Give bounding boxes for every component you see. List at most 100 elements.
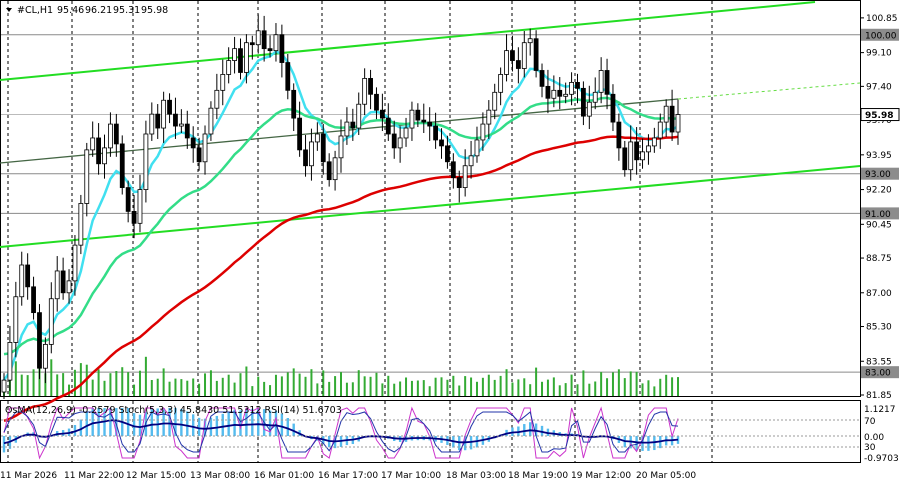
- candle-body-10: [60, 270, 66, 294]
- price-tick-label-4: 93.95: [866, 151, 892, 161]
- candle-body-37: [220, 74, 226, 91]
- candle-body-112: [663, 105, 669, 123]
- candle-body-95: [563, 93, 569, 97]
- osma-bar-23: [138, 414, 142, 436]
- candle-body-93: [551, 89, 557, 99]
- volume-bar-5: [32, 369, 35, 396]
- volume-bar-53: [316, 383, 319, 396]
- stoch-main-line: [3, 411, 679, 453]
- osma-bar-14: [85, 411, 88, 436]
- candle-body-55: [326, 161, 332, 181]
- osma-bar-19: [115, 408, 118, 436]
- osma-bar-22: [132, 413, 136, 436]
- candle-body-105: [622, 147, 628, 171]
- candle-body-26: [155, 113, 161, 129]
- candle-body-3: [19, 264, 25, 298]
- volume-bar-10: [62, 373, 65, 396]
- volume-bar-60: [357, 370, 360, 396]
- osma-bar-0: [2, 436, 6, 453]
- candle-body-50: [297, 117, 303, 151]
- volume-bar-69: [410, 380, 413, 396]
- volume-bar-58: [345, 382, 348, 396]
- volume-bar-57: [340, 372, 342, 396]
- osma-bar-15: [91, 408, 94, 436]
- time-label-3: 13 Mar 08:00: [190, 471, 250, 481]
- level-label-box-1: [861, 167, 899, 180]
- candle-body-86: [510, 50, 515, 61]
- osma-bar-41: [245, 409, 248, 436]
- volume-bar-62: [369, 376, 372, 396]
- level-label-box-0: [861, 28, 899, 41]
- osma-bar-42: [251, 408, 254, 436]
- volume-bar-12: [73, 369, 76, 396]
- volume-bar-16: [97, 369, 100, 396]
- ema-slow-line: [3, 135, 679, 422]
- volume-bar-87: [517, 379, 520, 396]
- candle-body-78: [462, 165, 468, 188]
- volume-bar-51: [304, 376, 307, 396]
- candle-body-70: [415, 109, 421, 121]
- candle-body-43: [255, 30, 261, 46]
- candle-body-99: [586, 101, 592, 117]
- osma-bar-35: [209, 417, 213, 436]
- volume-bar-101: [600, 372, 603, 396]
- volume-bar-22: [133, 384, 136, 396]
- candle-body-96: [569, 81, 574, 95]
- osma-bar-47: [280, 413, 284, 436]
- osma-bar-40: [239, 410, 242, 436]
- candle-body-31: [184, 123, 190, 139]
- volume-bar-102: [606, 378, 609, 396]
- candle-body-45: [267, 48, 273, 52]
- volume-bar-88: [523, 378, 526, 396]
- candle-body-54: [320, 133, 326, 163]
- candle-body-51: [303, 149, 308, 167]
- candle-body-90: [533, 38, 539, 71]
- candle-body-89: [527, 38, 533, 44]
- low-value: 95.31: [113, 5, 140, 16]
- volume-bar-66: [393, 383, 396, 396]
- candle-body-84: [498, 74, 504, 93]
- osma-bar-36: [215, 415, 219, 436]
- volume-bar-63: [375, 372, 378, 396]
- candle-body-52: [309, 141, 314, 167]
- candle-body-72: [427, 121, 433, 127]
- osc-tick-label-0: 1.1217: [864, 405, 896, 415]
- volume-bar-79: [470, 377, 473, 396]
- volume-bar-64: [381, 383, 384, 396]
- volume-bar-92: [546, 379, 549, 396]
- volume-bar-103: [611, 372, 614, 396]
- channel-mid-extension: [677, 82, 861, 100]
- candle-body-35: [208, 107, 214, 135]
- candle-body-102: [604, 70, 610, 95]
- volume-bar-91: [541, 381, 544, 396]
- volume-bar-7: [44, 373, 47, 396]
- volume-bar-38: [227, 374, 230, 396]
- osma-bar-37: [221, 413, 224, 436]
- volume-bar-73: [434, 377, 437, 396]
- candle-body-13: [78, 203, 84, 246]
- current-price-box: [860, 108, 900, 122]
- candle-body-114: [675, 114, 681, 133]
- price-tick-label-11: 81.85: [866, 391, 892, 401]
- candle-body-62: [368, 78, 373, 95]
- candle-body-97: [575, 81, 580, 89]
- candle-body-58: [344, 121, 350, 137]
- candle-body-40: [238, 48, 243, 73]
- candle-body-5: [31, 286, 36, 314]
- dropdown-triangle-icon[interactable]: [6, 8, 12, 12]
- level-label-2: 91.00: [865, 210, 891, 220]
- volume-bar-68: [405, 377, 408, 396]
- price-tick-label-10: 83.55: [866, 357, 892, 367]
- level-label-box-2: [861, 207, 899, 220]
- time-label-2: 12 Mar 15:00: [126, 471, 186, 481]
- candle-body-101: [598, 70, 604, 93]
- channel-upper: [0, 1, 816, 81]
- volume-bar-97: [576, 384, 579, 396]
- osma-bar-46: [274, 410, 278, 436]
- candle-body-39: [232, 48, 237, 61]
- volume-bar-47: [280, 376, 283, 396]
- osma-bar-30: [180, 408, 183, 436]
- price-tick-label-0: 100.85: [866, 14, 898, 24]
- volume-bar-108: [641, 383, 644, 396]
